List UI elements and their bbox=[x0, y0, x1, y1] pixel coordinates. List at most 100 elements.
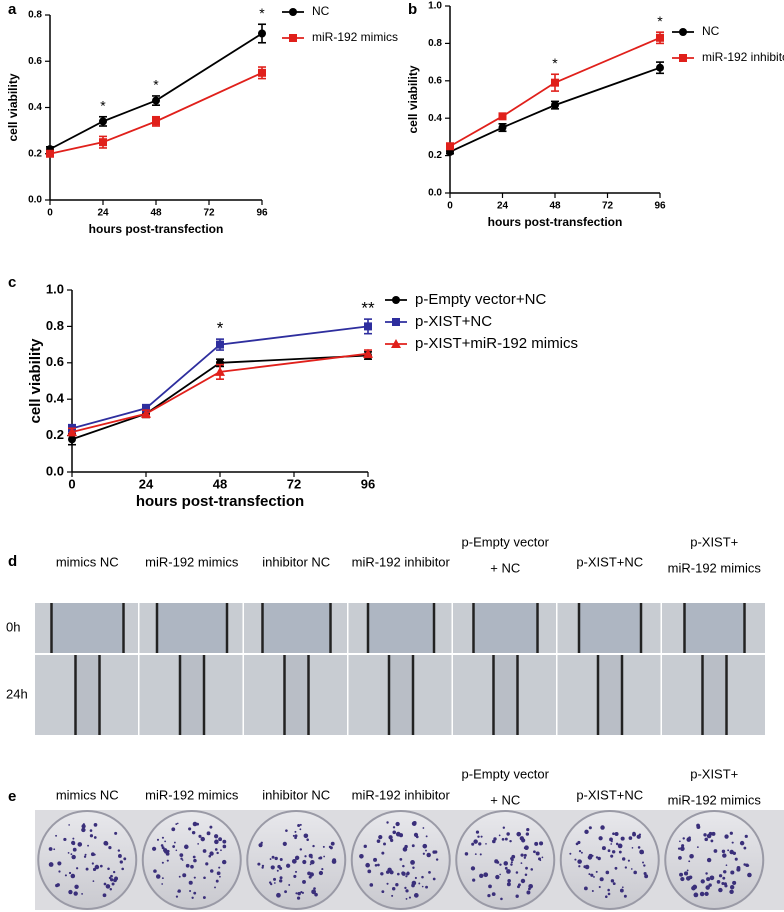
colony bbox=[119, 860, 123, 864]
colony bbox=[185, 863, 190, 868]
colony bbox=[107, 867, 110, 871]
colony bbox=[93, 823, 98, 827]
colony bbox=[730, 870, 735, 875]
colony bbox=[599, 877, 604, 882]
colony bbox=[297, 891, 301, 896]
colony bbox=[103, 840, 109, 846]
column-label: + NC bbox=[490, 792, 520, 807]
colony bbox=[192, 855, 196, 859]
colony bbox=[471, 842, 475, 846]
colony bbox=[311, 889, 317, 895]
colony bbox=[612, 832, 615, 836]
colony bbox=[541, 856, 544, 859]
colony bbox=[499, 873, 501, 876]
colony bbox=[70, 853, 73, 856]
marker bbox=[216, 340, 224, 349]
colony bbox=[81, 824, 86, 829]
colony bbox=[87, 844, 89, 847]
legend-label: p-Empty vector+NC bbox=[415, 291, 546, 308]
colony bbox=[151, 846, 157, 851]
legend-marker bbox=[679, 28, 687, 36]
series-line bbox=[49, 32, 263, 150]
colony bbox=[303, 833, 309, 839]
colony bbox=[620, 836, 625, 841]
colony bbox=[81, 893, 83, 895]
colony bbox=[636, 835, 639, 838]
colony bbox=[55, 883, 59, 888]
colony bbox=[605, 870, 610, 875]
colony bbox=[711, 831, 716, 836]
colony bbox=[679, 872, 683, 877]
marker bbox=[498, 112, 507, 121]
colony bbox=[121, 867, 124, 871]
colony bbox=[321, 868, 324, 871]
column-label: inhibitor NC bbox=[262, 787, 330, 802]
colony bbox=[299, 848, 303, 851]
marker bbox=[446, 142, 454, 151]
colony bbox=[117, 854, 122, 858]
colony bbox=[521, 838, 526, 843]
colony bbox=[643, 871, 647, 876]
colony bbox=[257, 862, 261, 866]
x-tick-label: 24 bbox=[97, 208, 109, 219]
colony bbox=[198, 834, 202, 838]
colony bbox=[491, 892, 496, 897]
colony bbox=[535, 851, 540, 856]
cell-layer bbox=[348, 603, 369, 653]
legend-label: p-XIST+miR-192 mimics bbox=[415, 335, 578, 352]
marker bbox=[363, 348, 373, 358]
colony bbox=[205, 862, 209, 866]
wound-edge bbox=[411, 655, 415, 735]
colony bbox=[89, 834, 94, 838]
colony bbox=[621, 886, 624, 889]
wound-edge bbox=[683, 603, 686, 653]
colony bbox=[114, 876, 118, 881]
colony bbox=[216, 851, 219, 855]
colony bbox=[380, 872, 384, 876]
colony bbox=[109, 887, 113, 891]
colony bbox=[474, 853, 477, 856]
colony bbox=[108, 876, 112, 880]
cell-layer bbox=[122, 603, 138, 653]
legend-marker bbox=[289, 8, 297, 16]
y-tick-label: 0.8 bbox=[28, 10, 42, 21]
y-tick-label: 0.0 bbox=[428, 188, 442, 199]
cell-layer bbox=[453, 655, 495, 735]
colony bbox=[200, 836, 205, 842]
colony bbox=[523, 856, 527, 859]
significance-mark: * bbox=[217, 319, 224, 338]
marker bbox=[152, 117, 160, 126]
colony bbox=[386, 882, 389, 885]
colony bbox=[683, 871, 689, 876]
colony bbox=[721, 849, 726, 854]
colony bbox=[93, 836, 97, 839]
colony bbox=[577, 840, 581, 845]
colony bbox=[215, 879, 219, 883]
colony bbox=[605, 895, 608, 898]
colony bbox=[156, 838, 160, 841]
y-axis-title: cell viability bbox=[406, 65, 420, 133]
colony bbox=[175, 895, 179, 898]
panel-label: a bbox=[8, 1, 17, 18]
colony bbox=[630, 868, 633, 870]
wound-edge bbox=[329, 603, 332, 653]
colony bbox=[203, 876, 206, 880]
x-tick-label: 72 bbox=[203, 208, 215, 219]
y-tick-label: 0.0 bbox=[46, 463, 64, 478]
cell-layer bbox=[725, 655, 765, 735]
colony bbox=[633, 870, 637, 875]
colony bbox=[703, 833, 707, 837]
colony bbox=[299, 823, 302, 826]
colony bbox=[363, 844, 367, 848]
row-label: 0h bbox=[6, 619, 20, 634]
colony bbox=[488, 884, 492, 889]
colony bbox=[202, 896, 206, 900]
colony bbox=[222, 844, 227, 849]
colony bbox=[294, 855, 300, 861]
colony bbox=[110, 878, 114, 882]
colony bbox=[435, 858, 439, 861]
colony bbox=[680, 846, 685, 852]
colony bbox=[173, 841, 176, 844]
colony bbox=[627, 859, 630, 862]
